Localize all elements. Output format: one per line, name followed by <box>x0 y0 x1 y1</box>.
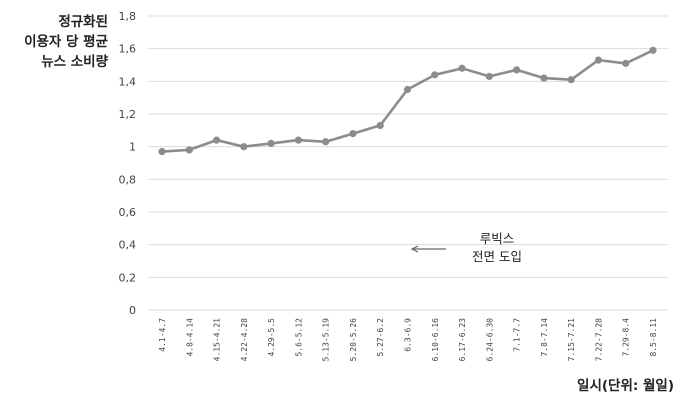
data-point <box>403 85 412 94</box>
data-point <box>540 74 548 82</box>
data-point <box>458 64 466 72</box>
data-point <box>267 139 275 147</box>
x-tick-label: 4.15-4.21 <box>213 318 222 362</box>
annotation-line-2: 전면 도입 <box>472 249 522 264</box>
data-point <box>158 147 166 156</box>
x-tick-label: 7.29-8.4 <box>622 318 631 357</box>
annotation-arrow-head <box>410 245 419 253</box>
x-tick-label: 4.8-4.14 <box>185 318 194 357</box>
data-point <box>622 59 630 67</box>
y-tick-label: 1,8 <box>119 10 137 23</box>
data-point <box>185 146 193 154</box>
data-point <box>294 136 302 144</box>
x-tick-label: 6.24-6.30 <box>485 318 494 362</box>
data-point <box>485 72 493 81</box>
x-axis-title: 일시(단위: 월일) <box>577 377 674 394</box>
data-point <box>349 130 357 138</box>
x-tick-label: 4.29-5.5 <box>267 318 276 357</box>
y-tick-label: 1 <box>129 141 136 154</box>
annotation-line-1: 루빅스 <box>480 231 515 246</box>
data-point <box>567 76 575 84</box>
x-tick-label: 7.8-7.14 <box>540 318 549 357</box>
data-point <box>322 138 330 146</box>
x-tick-label: 8.5-8.11 <box>649 318 658 357</box>
gridlines <box>148 15 668 311</box>
y-tick-label: 0,2 <box>119 271 137 284</box>
data-point <box>240 143 248 151</box>
y-axis-title-line-2: 이용자 당 평균 <box>24 33 108 50</box>
y-tick-label: 0,4 <box>119 239 137 252</box>
y-tick-label: 1,6 <box>119 43 137 56</box>
data-point <box>594 56 603 64</box>
data-point <box>212 136 221 144</box>
x-tick-label: 7.15-7.21 <box>567 318 576 362</box>
data-point <box>513 66 521 74</box>
y-tick-label: 1,4 <box>119 75 137 88</box>
data-series <box>158 46 657 156</box>
x-tick-label: 6.10-6.16 <box>431 318 440 362</box>
y-tick-label: 1,2 <box>119 108 137 121</box>
y-tick-label: 0,8 <box>119 173 137 186</box>
y-axis-ticks: 0 0,2 0,4 0,6 0,8 1 1,2 1,4 1,6 1,8 <box>119 10 137 317</box>
y-tick-label: 0,6 <box>119 206 137 219</box>
data-point <box>649 46 657 54</box>
x-tick-label: 5.20-5.26 <box>349 318 358 362</box>
annotation-rubicks: 루빅스 전면 도입 <box>410 231 522 264</box>
data-point <box>431 71 439 79</box>
data-point <box>376 121 384 130</box>
x-tick-label: 7.22-7.28 <box>594 318 603 362</box>
x-tick-label: 5.13-5.19 <box>322 318 331 362</box>
x-tick-label: 6.3-6.9 <box>404 318 413 352</box>
x-tick-label: 5.6-5.12 <box>294 318 303 357</box>
x-tick-label: 5.27-6.2 <box>376 318 385 357</box>
x-axis-ticks: 4.1-4.7 4.8-4.14 4.15-4.21 4.22-4.28 4.29-5.… <box>158 318 658 362</box>
y-axis-title-line-3: 뉴스 소비량 <box>41 54 108 70</box>
x-tick-label: 6.17-6.23 <box>458 318 467 362</box>
y-tick-label: 0 <box>129 304 136 317</box>
x-tick-label: 4.22-4.28 <box>240 318 249 362</box>
y-axis-title: 정규화된 이용자 당 평균 뉴스 소비량 <box>24 13 108 70</box>
y-axis-title-line-1: 정규화된 <box>58 13 108 30</box>
x-tick-label: 7.1-7.7 <box>513 318 522 352</box>
series-line <box>161 49 654 153</box>
x-tick-label: 4.1-4.7 <box>158 318 167 352</box>
